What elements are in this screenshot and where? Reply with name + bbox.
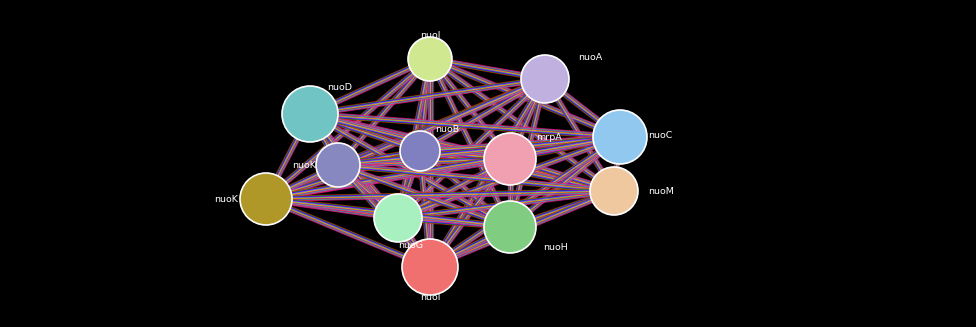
Circle shape bbox=[374, 194, 422, 242]
Circle shape bbox=[484, 133, 536, 185]
Circle shape bbox=[590, 167, 638, 215]
Circle shape bbox=[316, 143, 360, 187]
Text: nuoI: nuoI bbox=[420, 292, 440, 301]
Text: nuoD: nuoD bbox=[327, 82, 352, 92]
Circle shape bbox=[408, 37, 452, 81]
Text: mrpA: mrpA bbox=[536, 132, 562, 142]
Text: nuoG: nuoG bbox=[398, 240, 423, 250]
Text: nuoJ: nuoJ bbox=[420, 30, 440, 40]
Text: nuoA: nuoA bbox=[578, 53, 602, 61]
Circle shape bbox=[521, 55, 569, 103]
Text: nuoH: nuoH bbox=[543, 244, 568, 252]
Circle shape bbox=[593, 110, 647, 164]
Circle shape bbox=[484, 201, 536, 253]
Circle shape bbox=[402, 239, 458, 295]
Circle shape bbox=[240, 173, 292, 225]
Circle shape bbox=[282, 86, 338, 142]
Circle shape bbox=[400, 131, 440, 171]
Text: nuoK: nuoK bbox=[214, 195, 238, 203]
Text: nuoM: nuoM bbox=[648, 186, 673, 196]
Text: nuoK: nuoK bbox=[292, 161, 316, 169]
Text: nuoB: nuoB bbox=[435, 125, 459, 133]
Text: nuoC: nuoC bbox=[648, 130, 672, 140]
